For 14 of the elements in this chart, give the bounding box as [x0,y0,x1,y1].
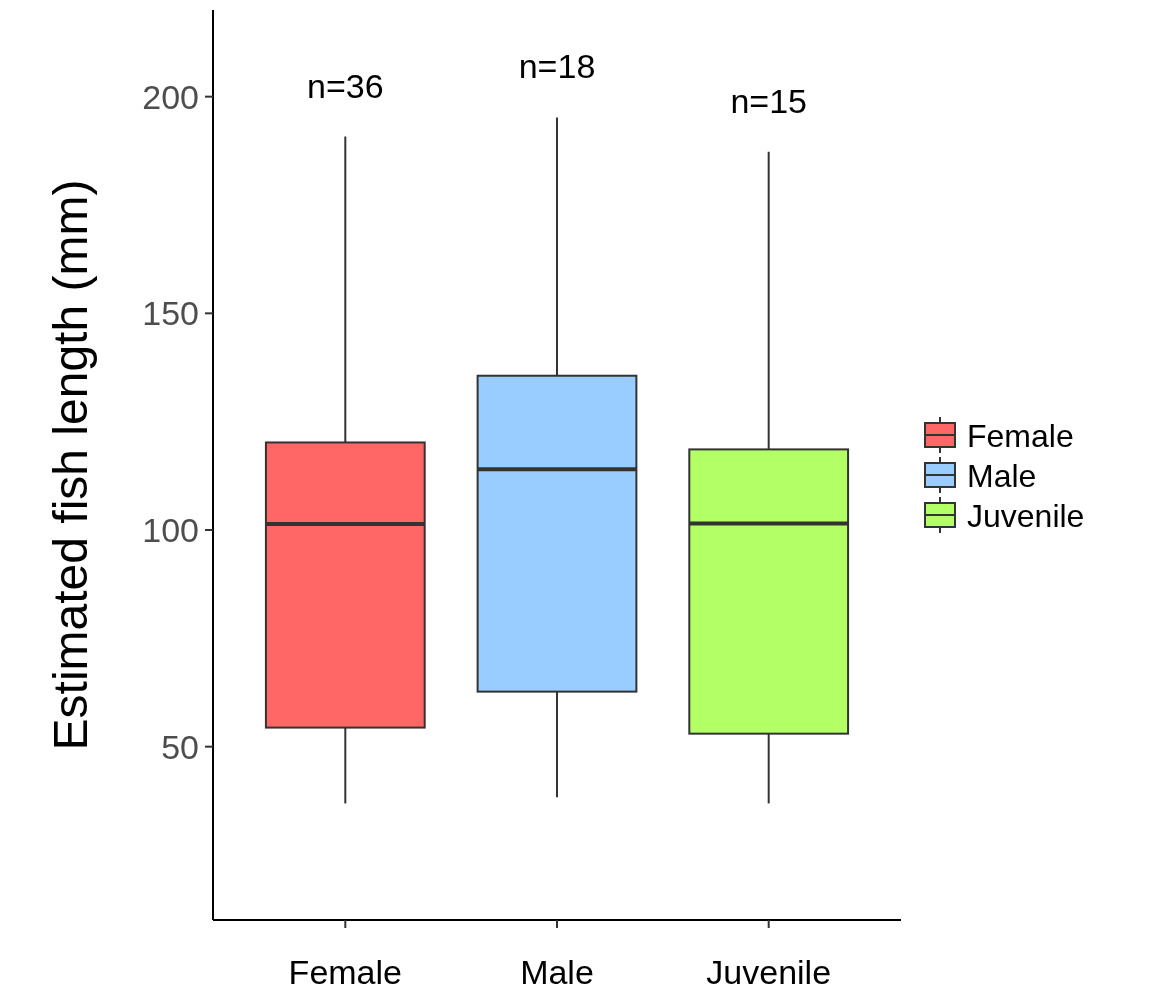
legend-label: Juvenile [967,498,1085,534]
annotation: n=15 [730,81,807,120]
legend-label: Male [967,458,1037,494]
y-tick-label: 150 [142,294,199,333]
annotation: n=18 [518,47,596,86]
annotation: n=36 [307,66,384,105]
legend-label: Female [967,418,1074,454]
x-tick-label: Juvenile [706,953,832,991]
y-tick-label: 100 [142,511,199,549]
x-tick-label: Female [288,953,402,991]
y-axis-title: Estimated fish length (mm) [43,179,97,751]
y-tick-label: 50 [161,727,199,766]
y-tick-label: 200 [142,77,199,116]
x-tick-label: Male [520,953,594,991]
